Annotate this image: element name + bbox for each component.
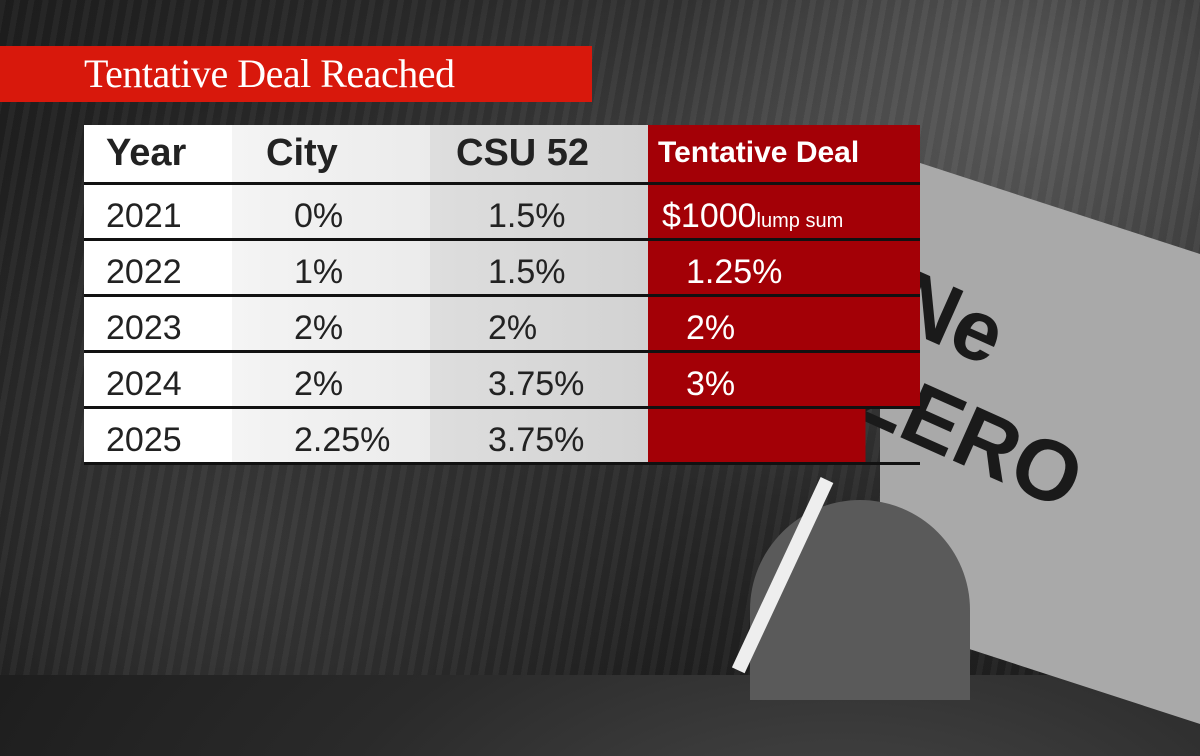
cell-deal (648, 407, 920, 465)
header-csu52: CSU 52 (430, 125, 648, 185)
cell-city: 2% (232, 295, 430, 353)
cell-year: 2025 (84, 407, 232, 465)
table-row: 2025 2.25% 3.75% (84, 407, 920, 465)
cell-city: 0% (232, 183, 430, 241)
cell-csu52: 2% (430, 295, 648, 353)
cell-city: 2% (232, 351, 430, 409)
cell-year: 2021 (84, 183, 232, 241)
header-year: Year (84, 125, 232, 185)
cell-csu52: 1.5% (430, 183, 648, 241)
cell-deal: $1000lump sum (648, 183, 920, 241)
title: Tentative Deal Reached (84, 51, 455, 96)
header-city: City (232, 125, 430, 185)
cell-year: 2022 (84, 239, 232, 297)
table-row: 2021 0% 1.5% $1000lump sum (84, 183, 920, 241)
cell-deal: 3% (648, 351, 920, 409)
cell-csu52: 1.5% (430, 239, 648, 297)
cell-year: 2023 (84, 295, 232, 353)
cell-year: 2024 (84, 351, 232, 409)
table-row: 2023 2% 2% 2% (84, 295, 920, 353)
cell-csu52: 3.75% (430, 407, 648, 465)
deal-note: lump sum (756, 209, 844, 232)
protester (750, 500, 970, 700)
title-bar: Tentative Deal Reached (0, 46, 592, 102)
cell-deal: 1.25% (648, 239, 920, 297)
table-row: 2024 2% 3.75% 3% (84, 351, 920, 409)
table-row: 2022 1% 1.5% 1.25% (84, 239, 920, 297)
cell-deal: 2% (648, 295, 920, 353)
table-header: Year City CSU 52 Tentative Deal (84, 125, 920, 185)
cell-csu52: 3.75% (430, 351, 648, 409)
comparison-table: Year City CSU 52 Tentative Deal 2021 0% … (84, 125, 920, 465)
header-tentative-deal: Tentative Deal (648, 125, 920, 185)
cell-city: 2.25% (232, 407, 430, 465)
deal-amount: $1000 (662, 196, 757, 235)
cell-city: 1% (232, 239, 430, 297)
